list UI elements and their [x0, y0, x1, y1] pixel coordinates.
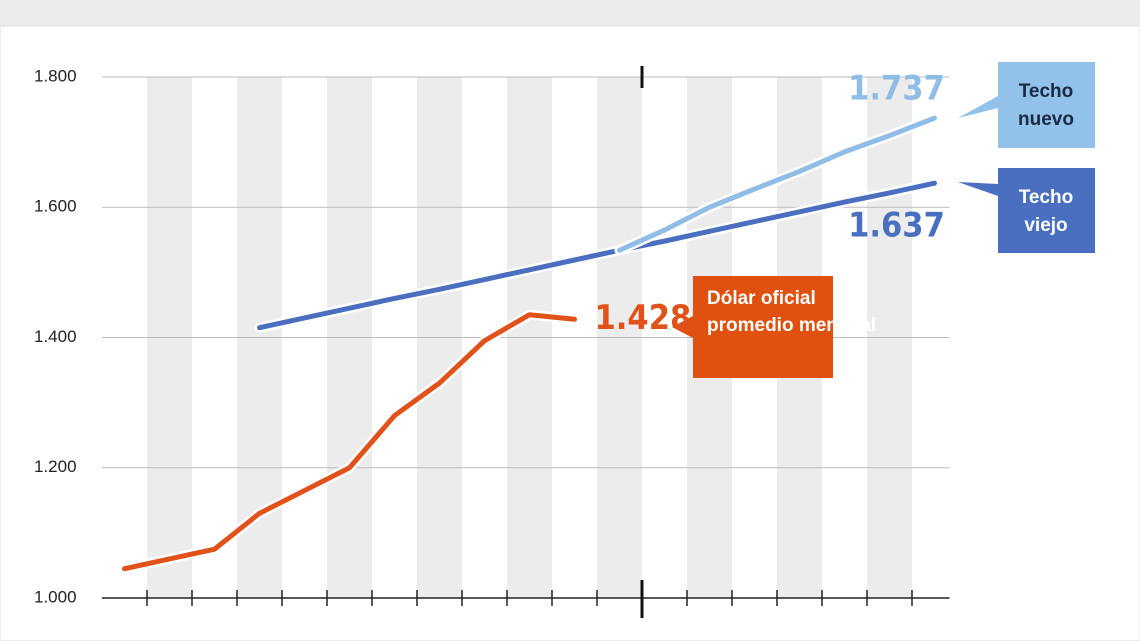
y-tick-label: 1.600	[34, 197, 77, 216]
value-label: 1.737	[848, 69, 945, 109]
callout-box	[958, 168, 1095, 253]
legend-line: Techo	[1019, 187, 1074, 208]
line	[617, 115, 937, 253]
value-label: 1.428	[595, 298, 692, 338]
frame	[0, 25, 1140, 641]
line	[122, 312, 577, 572]
y-tick-label: 1.000	[34, 587, 77, 606]
legend-label: Techo viejo	[1019, 187, 1074, 236]
y-tick-label: 1.400	[34, 327, 77, 346]
y-tick-label: 1.800	[34, 66, 77, 85]
line	[257, 180, 937, 331]
legend-line: Techo	[1019, 81, 1074, 102]
value-label: 1.637	[848, 206, 945, 246]
callout-box	[958, 62, 1095, 148]
legend-line: nuevo	[1018, 109, 1074, 130]
y-tick-label: 1.200	[34, 457, 77, 476]
legend-label: Dólar oficial promedio mensual	[707, 288, 876, 336]
header-band	[0, 0, 1140, 26]
legend-line: Dólar oficial	[707, 288, 816, 309]
legend-line: viejo	[1024, 215, 1067, 236]
callout-box	[672, 276, 833, 378]
legend-label: Techo nuevo	[1018, 81, 1074, 130]
legend-line: promedio mensual	[707, 315, 876, 336]
